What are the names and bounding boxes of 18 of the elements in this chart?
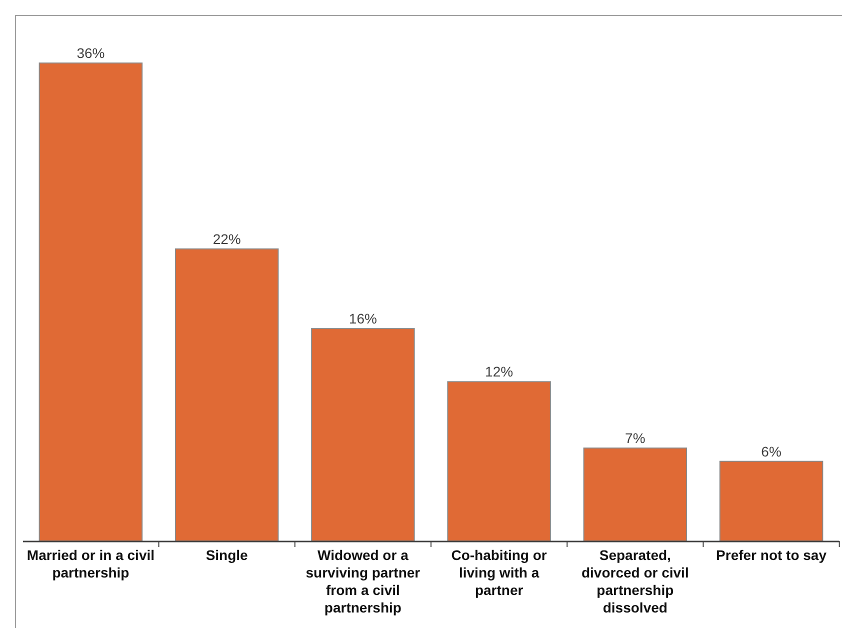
- data-label: 36%: [76, 45, 105, 61]
- data-label: 6%: [761, 443, 782, 460]
- bar: [447, 381, 551, 542]
- bar: [311, 328, 415, 542]
- x-tick-label: Married or in a civil partnership: [26, 547, 155, 580]
- bar: [583, 448, 688, 542]
- data-label: 12%: [485, 364, 514, 380]
- data-label: 16%: [348, 310, 377, 327]
- bar: [719, 460, 824, 542]
- x-tick-label: Prefer not to say: [716, 547, 827, 563]
- data-label: 7%: [625, 430, 646, 446]
- bar: [174, 248, 279, 542]
- x-tick-label: Separated, divorced or civil partnership dissolved: [581, 547, 689, 616]
- data-label: 22%: [212, 230, 241, 247]
- x-tick-label: Widowed or a surviving partner from a civil partnership: [306, 547, 421, 616]
- bar: [38, 62, 143, 542]
- x-tick-label: Co-habiting or living with a partner: [451, 547, 548, 598]
- x-tick-label: Single: [206, 547, 248, 563]
